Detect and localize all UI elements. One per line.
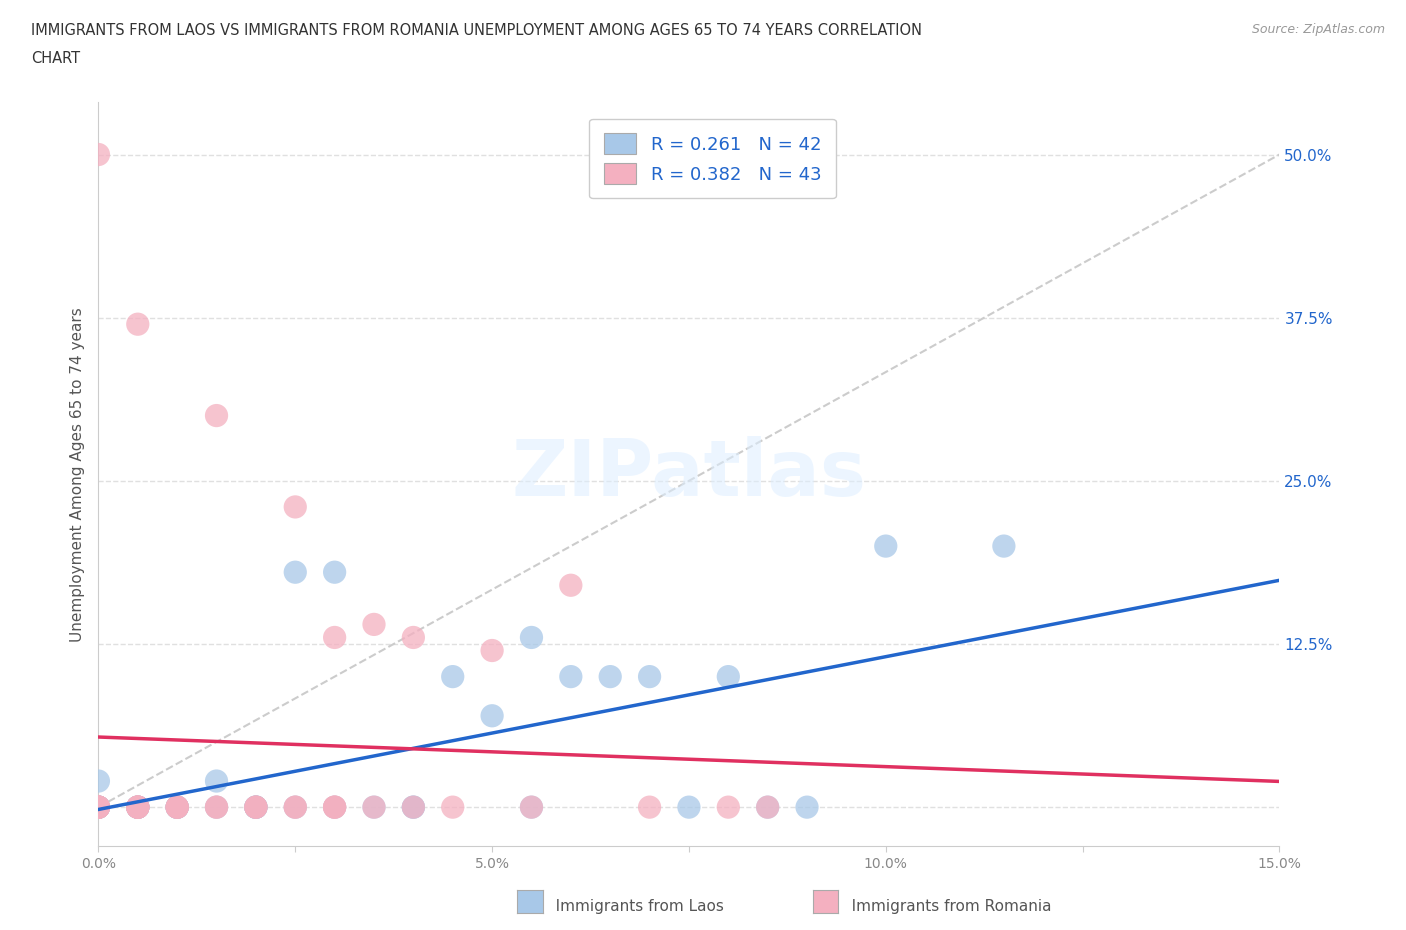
Y-axis label: Unemployment Among Ages 65 to 74 years: Unemployment Among Ages 65 to 74 years — [69, 307, 84, 642]
Text: IMMIGRANTS FROM LAOS VS IMMIGRANTS FROM ROMANIA UNEMPLOYMENT AMONG AGES 65 TO 74: IMMIGRANTS FROM LAOS VS IMMIGRANTS FROM … — [31, 23, 922, 38]
Point — [87, 800, 110, 815]
Point — [127, 317, 149, 332]
Point — [166, 800, 188, 815]
Point — [520, 800, 543, 815]
Point — [205, 800, 228, 815]
Point — [87, 800, 110, 815]
Point — [284, 800, 307, 815]
Point — [127, 800, 149, 815]
Point — [127, 800, 149, 815]
Point — [87, 800, 110, 815]
Point — [245, 800, 267, 815]
Point — [363, 800, 385, 815]
Point — [323, 565, 346, 579]
Point — [87, 800, 110, 815]
Point — [205, 800, 228, 815]
Point — [638, 800, 661, 815]
Point — [284, 800, 307, 815]
Point — [127, 800, 149, 815]
Point — [402, 800, 425, 815]
Point — [205, 774, 228, 789]
Point — [87, 800, 110, 815]
Point — [166, 800, 188, 815]
Point — [323, 800, 346, 815]
Point — [678, 800, 700, 815]
Point — [402, 800, 425, 815]
Point — [599, 670, 621, 684]
Point — [756, 800, 779, 815]
Text: Source: ZipAtlas.com: Source: ZipAtlas.com — [1251, 23, 1385, 36]
Point — [245, 800, 267, 815]
Point — [127, 800, 149, 815]
Point — [166, 800, 188, 815]
Point — [166, 800, 188, 815]
Point — [402, 630, 425, 644]
Point — [717, 670, 740, 684]
Text: Immigrants from Laos: Immigrants from Laos — [541, 899, 724, 914]
Point — [127, 800, 149, 815]
Legend: R = 0.261   N = 42, R = 0.382   N = 43: R = 0.261 N = 42, R = 0.382 N = 43 — [589, 119, 835, 198]
Text: ZIPatlas: ZIPatlas — [512, 436, 866, 512]
Point — [245, 800, 267, 815]
Point — [560, 670, 582, 684]
Point — [245, 800, 267, 815]
Point — [87, 800, 110, 815]
Point — [481, 643, 503, 658]
Point — [166, 800, 188, 815]
Point — [245, 800, 267, 815]
Point — [796, 800, 818, 815]
Point — [87, 800, 110, 815]
Point — [363, 800, 385, 815]
Point — [87, 147, 110, 162]
Point — [205, 408, 228, 423]
Point — [560, 578, 582, 592]
Point — [441, 670, 464, 684]
Point — [87, 800, 110, 815]
Point — [323, 800, 346, 815]
Point — [520, 800, 543, 815]
Point — [284, 499, 307, 514]
Point — [87, 800, 110, 815]
Point — [520, 630, 543, 644]
Point — [323, 800, 346, 815]
Point — [87, 800, 110, 815]
Point — [245, 800, 267, 815]
Point — [245, 800, 267, 815]
Point — [127, 800, 149, 815]
Point — [717, 800, 740, 815]
Point — [481, 709, 503, 724]
Point — [363, 617, 385, 631]
Point — [441, 800, 464, 815]
Point — [166, 800, 188, 815]
Point — [87, 800, 110, 815]
Point — [127, 800, 149, 815]
Point — [127, 800, 149, 815]
Text: CHART: CHART — [31, 51, 80, 66]
Point — [638, 670, 661, 684]
Point — [127, 800, 149, 815]
Point — [875, 538, 897, 553]
Point — [87, 800, 110, 815]
Point — [205, 800, 228, 815]
Point — [284, 565, 307, 579]
Point — [87, 774, 110, 789]
Point — [127, 800, 149, 815]
Point — [166, 800, 188, 815]
Point — [127, 800, 149, 815]
Point — [323, 630, 346, 644]
Point — [993, 538, 1015, 553]
Point — [166, 800, 188, 815]
Point — [323, 800, 346, 815]
Point — [756, 800, 779, 815]
Text: Immigrants from Romania: Immigrants from Romania — [837, 899, 1052, 914]
Point — [402, 800, 425, 815]
Point — [87, 800, 110, 815]
Point — [284, 800, 307, 815]
